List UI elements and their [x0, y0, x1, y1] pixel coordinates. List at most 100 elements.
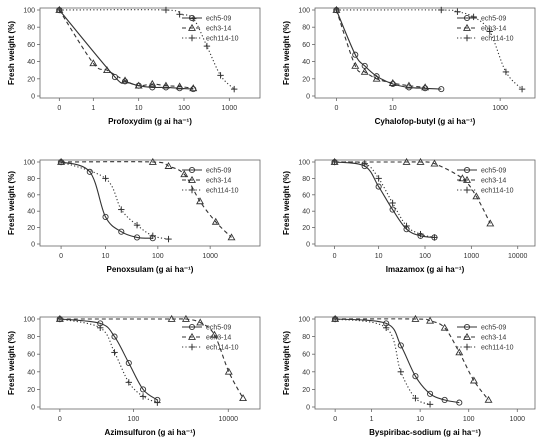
legend-label: ech114-10 — [481, 188, 514, 195]
series-line-ech5-09 — [334, 161, 435, 238]
legend-label: ech5-09 — [206, 168, 231, 175]
x-tick-label: 1000 — [509, 416, 525, 423]
legend-marker — [188, 343, 196, 351]
data-point-ech114-10 — [162, 6, 170, 14]
data-point-ech114-10 — [486, 28, 493, 35]
legend-marker — [463, 166, 471, 174]
y-tick-label: 40 — [27, 369, 35, 376]
legend: ech5-09 ech3-14 ech114-10 — [182, 166, 239, 195]
series-line-ech3-14 — [335, 318, 489, 401]
data-point-ech3-14 — [224, 367, 233, 375]
data-point-ech5-09 — [125, 359, 132, 367]
data-point-ech3-14 — [189, 84, 198, 92]
data-point-ech3-14 — [458, 174, 467, 182]
series-line-ech3-14 — [58, 9, 194, 89]
x-tick-label: 0 — [334, 105, 338, 112]
y-tick-label: 20 — [302, 76, 310, 83]
data-point-ech114-10 — [165, 235, 172, 243]
x-tick-label: 10 — [375, 253, 383, 260]
x-tick-label: 1 — [370, 416, 374, 423]
data-point-ech3-14 — [167, 314, 176, 322]
data-point-ech3-14 — [180, 170, 189, 178]
data-point-ech114-10 — [382, 324, 390, 331]
legend-label: ech5-09 — [206, 325, 231, 332]
x-tick-label: 100 — [178, 105, 190, 112]
legend-marker — [463, 14, 471, 22]
y-axis-title: Fresh weight (%) — [7, 21, 16, 85]
data-point-ech3-14 — [210, 330, 219, 338]
y-tick-label: 0 — [306, 94, 310, 101]
data-point-ech3-14 — [469, 376, 478, 384]
legend: ech5-09 ech3-14 ech114-10 — [182, 323, 239, 352]
x-tick-label: 100 — [152, 253, 164, 260]
legend-marker — [463, 323, 471, 331]
x-tick-label: 10 — [102, 253, 110, 260]
legend-marker — [188, 332, 196, 340]
data-point-ech5-09 — [149, 84, 156, 91]
y-tick-label: 20 — [27, 76, 35, 83]
legend-label: ech114-10 — [206, 36, 239, 43]
y-tick-label: 60 — [302, 42, 310, 49]
data-point-ech114-10 — [389, 199, 396, 207]
data-point-ech5-09 — [86, 168, 93, 175]
y-tick-label: 80 — [302, 334, 310, 341]
legend-label: ech114-10 — [206, 345, 239, 352]
data-point-ech5-09 — [352, 51, 359, 58]
y-tick-label: 0 — [31, 405, 35, 412]
legend-label: ech114-10 — [481, 36, 514, 43]
data-point-ech3-14 — [472, 192, 481, 200]
x-tick-label: 10 — [389, 105, 397, 112]
data-point-ech114-10 — [217, 72, 224, 79]
data-point-ech3-14 — [161, 81, 170, 89]
y-tick-label: 80 — [27, 176, 35, 183]
y-tick-label: 20 — [27, 225, 35, 232]
data-point-ech3-14 — [148, 157, 157, 165]
plot-frame — [39, 159, 261, 247]
legend-marker — [463, 23, 471, 31]
legend-label: ech5-09 — [206, 16, 231, 23]
y-tick-label: 80 — [27, 25, 35, 32]
legend-marker — [463, 186, 471, 194]
y-tick-label: 80 — [302, 25, 310, 32]
data-point-ech3-14 — [103, 66, 111, 74]
data-point-ech3-14 — [121, 76, 129, 84]
data-point-ech3-14 — [404, 81, 413, 89]
data-point-ech114-10 — [203, 42, 211, 50]
series-line-ech114-10 — [335, 318, 431, 405]
data-point-ech114-10 — [417, 230, 424, 238]
legend-label: ech3-14 — [481, 335, 506, 342]
y-tick-label: 40 — [27, 59, 35, 66]
data-point-ech3-14 — [440, 323, 449, 331]
series-line-ech114-10 — [59, 318, 158, 404]
data-point-ech3-14 — [484, 395, 493, 403]
legend-marker — [463, 34, 471, 42]
data-point-ech114-10 — [397, 368, 405, 375]
data-point-ech3-14 — [181, 314, 190, 322]
x-axis-title: Imazamox (g ai ha⁻¹) — [386, 265, 465, 274]
y-tick-label: 80 — [27, 334, 35, 341]
data-point-ech3-14 — [196, 197, 204, 205]
data-point-ech5-09 — [111, 333, 118, 340]
data-point-ech114-10 — [125, 379, 132, 386]
data-point-ech5-09 — [118, 228, 125, 235]
series-line-ech114-10 — [334, 161, 435, 238]
x-tick-label: 0 — [58, 416, 62, 423]
data-point-ech5-09 — [102, 213, 109, 220]
y-tick-label: 0 — [31, 94, 35, 101]
data-point-ech5-09 — [133, 234, 141, 241]
series-line-ech3-14 — [335, 9, 426, 88]
y-tick-label: 100 — [298, 160, 310, 167]
legend-label: ech5-09 — [481, 168, 506, 175]
legend-label: ech3-14 — [481, 178, 506, 185]
data-point-ech114-10 — [361, 160, 368, 167]
y-axis-title: Fresh weight (%) — [7, 331, 16, 395]
data-point-ech114-10 — [57, 158, 65, 166]
data-point-ech114-10 — [333, 6, 340, 14]
series-line-ech3-14 — [61, 161, 232, 238]
series-line-ech5-09 — [60, 161, 153, 239]
x-tick-label: 100 — [463, 416, 475, 423]
data-point-ech114-10 — [56, 315, 64, 323]
x-tick-label: 1000 — [222, 105, 238, 112]
